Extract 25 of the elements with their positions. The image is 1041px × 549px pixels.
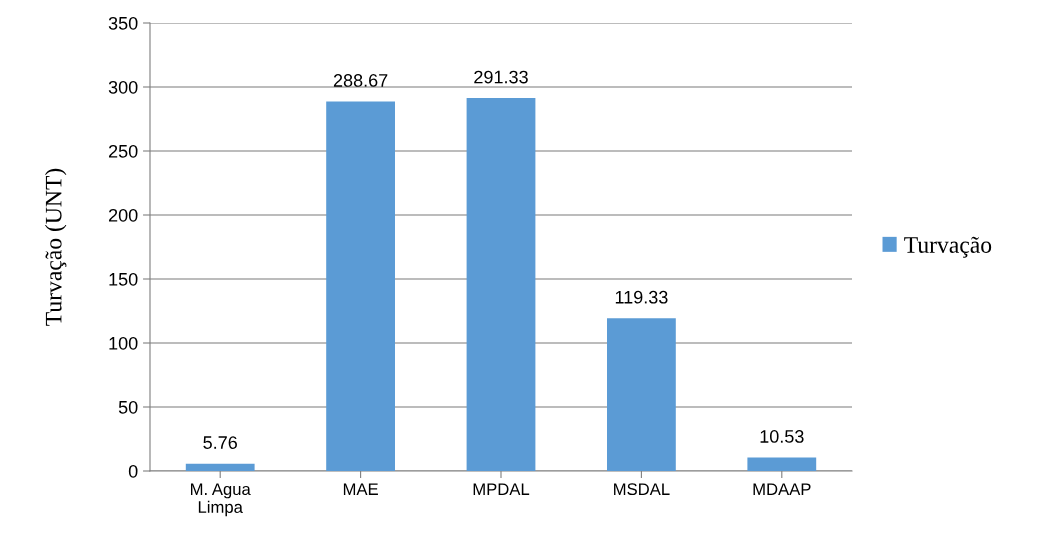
y-tick-label: 300 — [108, 80, 138, 94]
bar — [326, 101, 395, 471]
y-tick-label: 0 — [128, 464, 138, 478]
x-tick-label: MSDAL — [614, 483, 670, 496]
bar — [185, 463, 255, 471]
data-label: 291.33 — [474, 70, 528, 84]
y-tick-label: 200 — [108, 208, 138, 222]
y-tick-label: 150 — [109, 272, 138, 286]
bar — [747, 457, 817, 471]
y-tick-label: 100 — [109, 336, 138, 350]
y-axis-title: Turvação (UNT) — [44, 168, 67, 326]
x-tick-label: MDAAP — [753, 483, 811, 495]
data-label: 288.67 — [333, 74, 388, 87]
y-tick-label: 350 — [108, 16, 138, 30]
bar — [607, 318, 676, 471]
data-label: 10.53 — [760, 430, 804, 443]
x-tick-label: MAE — [343, 483, 378, 495]
x-tick-label: M. Agua Limpa — [190, 483, 251, 517]
bar — [466, 98, 536, 471]
data-label: 119.33 — [615, 290, 668, 304]
x-tick-label: MPDAL — [473, 483, 530, 495]
data-label: 5.76 — [203, 436, 237, 449]
legend-label: Turvação — [904, 236, 992, 258]
y-tick-label: 250 — [108, 144, 138, 158]
y-tick-label: 50 — [118, 400, 138, 414]
